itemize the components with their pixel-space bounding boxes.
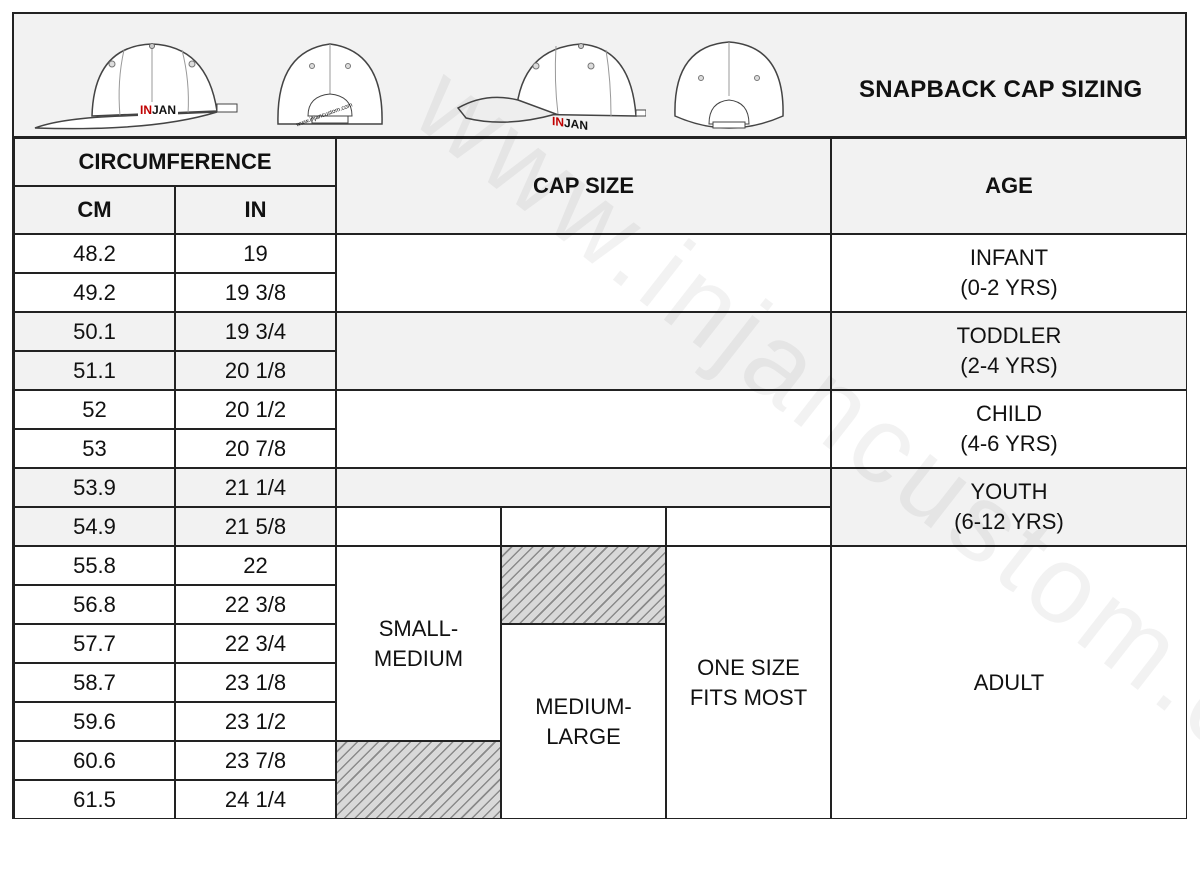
age-adult: ADULT — [831, 546, 1187, 819]
medium-large-not-applicable-hatch — [501, 546, 666, 624]
cap-size-header: CAP SIZE — [336, 138, 831, 234]
cm-value: 57.7 — [14, 624, 175, 663]
age-header: AGE — [831, 138, 1187, 234]
size-small-medium: SMALL- MEDIUM — [336, 546, 501, 741]
in-value: 24 1/4 — [175, 780, 336, 819]
age-toddler: TODDLER (2-4 YRS) — [831, 312, 1187, 390]
cm-value: 52 — [14, 390, 175, 429]
chart-header: INJAN www.injancustom.com INJAN SNAPBAC — [14, 14, 1185, 138]
brand-logo-jan: JAN — [152, 103, 176, 117]
cap-front-illustration: INJAN — [34, 43, 238, 130]
in-value: 23 7/8 — [175, 741, 336, 780]
cap-back-illustration: www.injancustom.com — [277, 43, 383, 129]
circumference-header: CIRCUMFERENCE — [14, 138, 336, 186]
in-value: 22 3/4 — [175, 624, 336, 663]
cap-rear-illustration — [674, 41, 784, 129]
cm-value: 54.9 — [14, 507, 175, 546]
cm-value: 53.9 — [14, 468, 175, 507]
in-value: 23 1/8 — [175, 663, 336, 702]
size-medium-large: MEDIUM- LARGE — [501, 624, 666, 819]
cm-value: 56.8 — [14, 585, 175, 624]
small-medium-top-blank — [336, 507, 501, 546]
cap-size-blank-infant — [336, 234, 831, 312]
cm-value: 58.7 — [14, 663, 175, 702]
in-value: 23 1/2 — [175, 702, 336, 741]
age-infant: INFANT (0-2 YRS) — [831, 234, 1187, 312]
cap-size-blank-toddler — [336, 312, 831, 390]
in-value: 20 1/2 — [175, 390, 336, 429]
in-value: 21 1/4 — [175, 468, 336, 507]
in-header: IN — [175, 186, 336, 234]
age-youth: YOUTH (6-12 YRS) — [831, 468, 1187, 546]
svg-text:INJAN: INJAN — [552, 114, 588, 133]
in-value: 19 3/8 — [175, 273, 336, 312]
cap-side-illustration: INJAN — [456, 43, 646, 133]
age-child: CHILD (4-6 YRS) — [831, 390, 1187, 468]
in-value: 20 1/8 — [175, 351, 336, 390]
in-value: 21 5/8 — [175, 507, 336, 546]
in-value: 22 3/8 — [175, 585, 336, 624]
cm-header: CM — [14, 186, 175, 234]
in-value: 20 7/8 — [175, 429, 336, 468]
small-medium-not-applicable-hatch — [336, 741, 501, 819]
chart-title: SNAPBACK CAP SIZING — [859, 76, 1143, 103]
in-value: 22 — [175, 546, 336, 585]
cm-value: 60.6 — [14, 741, 175, 780]
in-value: 19 — [175, 234, 336, 273]
cm-value: 51.1 — [14, 351, 175, 390]
cm-value: 55.8 — [14, 546, 175, 585]
cm-value: 61.5 — [14, 780, 175, 819]
cm-value: 48.2 — [14, 234, 175, 273]
cap-size-blank-youth — [336, 468, 831, 507]
brand-logo-in: IN — [140, 103, 152, 117]
svg-text:INJAN: INJAN — [140, 103, 176, 117]
cm-value: 49.2 — [14, 273, 175, 312]
cm-value: 50.1 — [14, 312, 175, 351]
cap-size-blank-child — [336, 390, 831, 468]
cm-value: 59.6 — [14, 702, 175, 741]
cm-value: 53 — [14, 429, 175, 468]
in-value: 19 3/4 — [175, 312, 336, 351]
one-size-top-blank — [666, 507, 831, 546]
medium-large-top-blank — [501, 507, 666, 546]
size-one-size-fits-most: ONE SIZE FITS MOST — [666, 546, 831, 819]
